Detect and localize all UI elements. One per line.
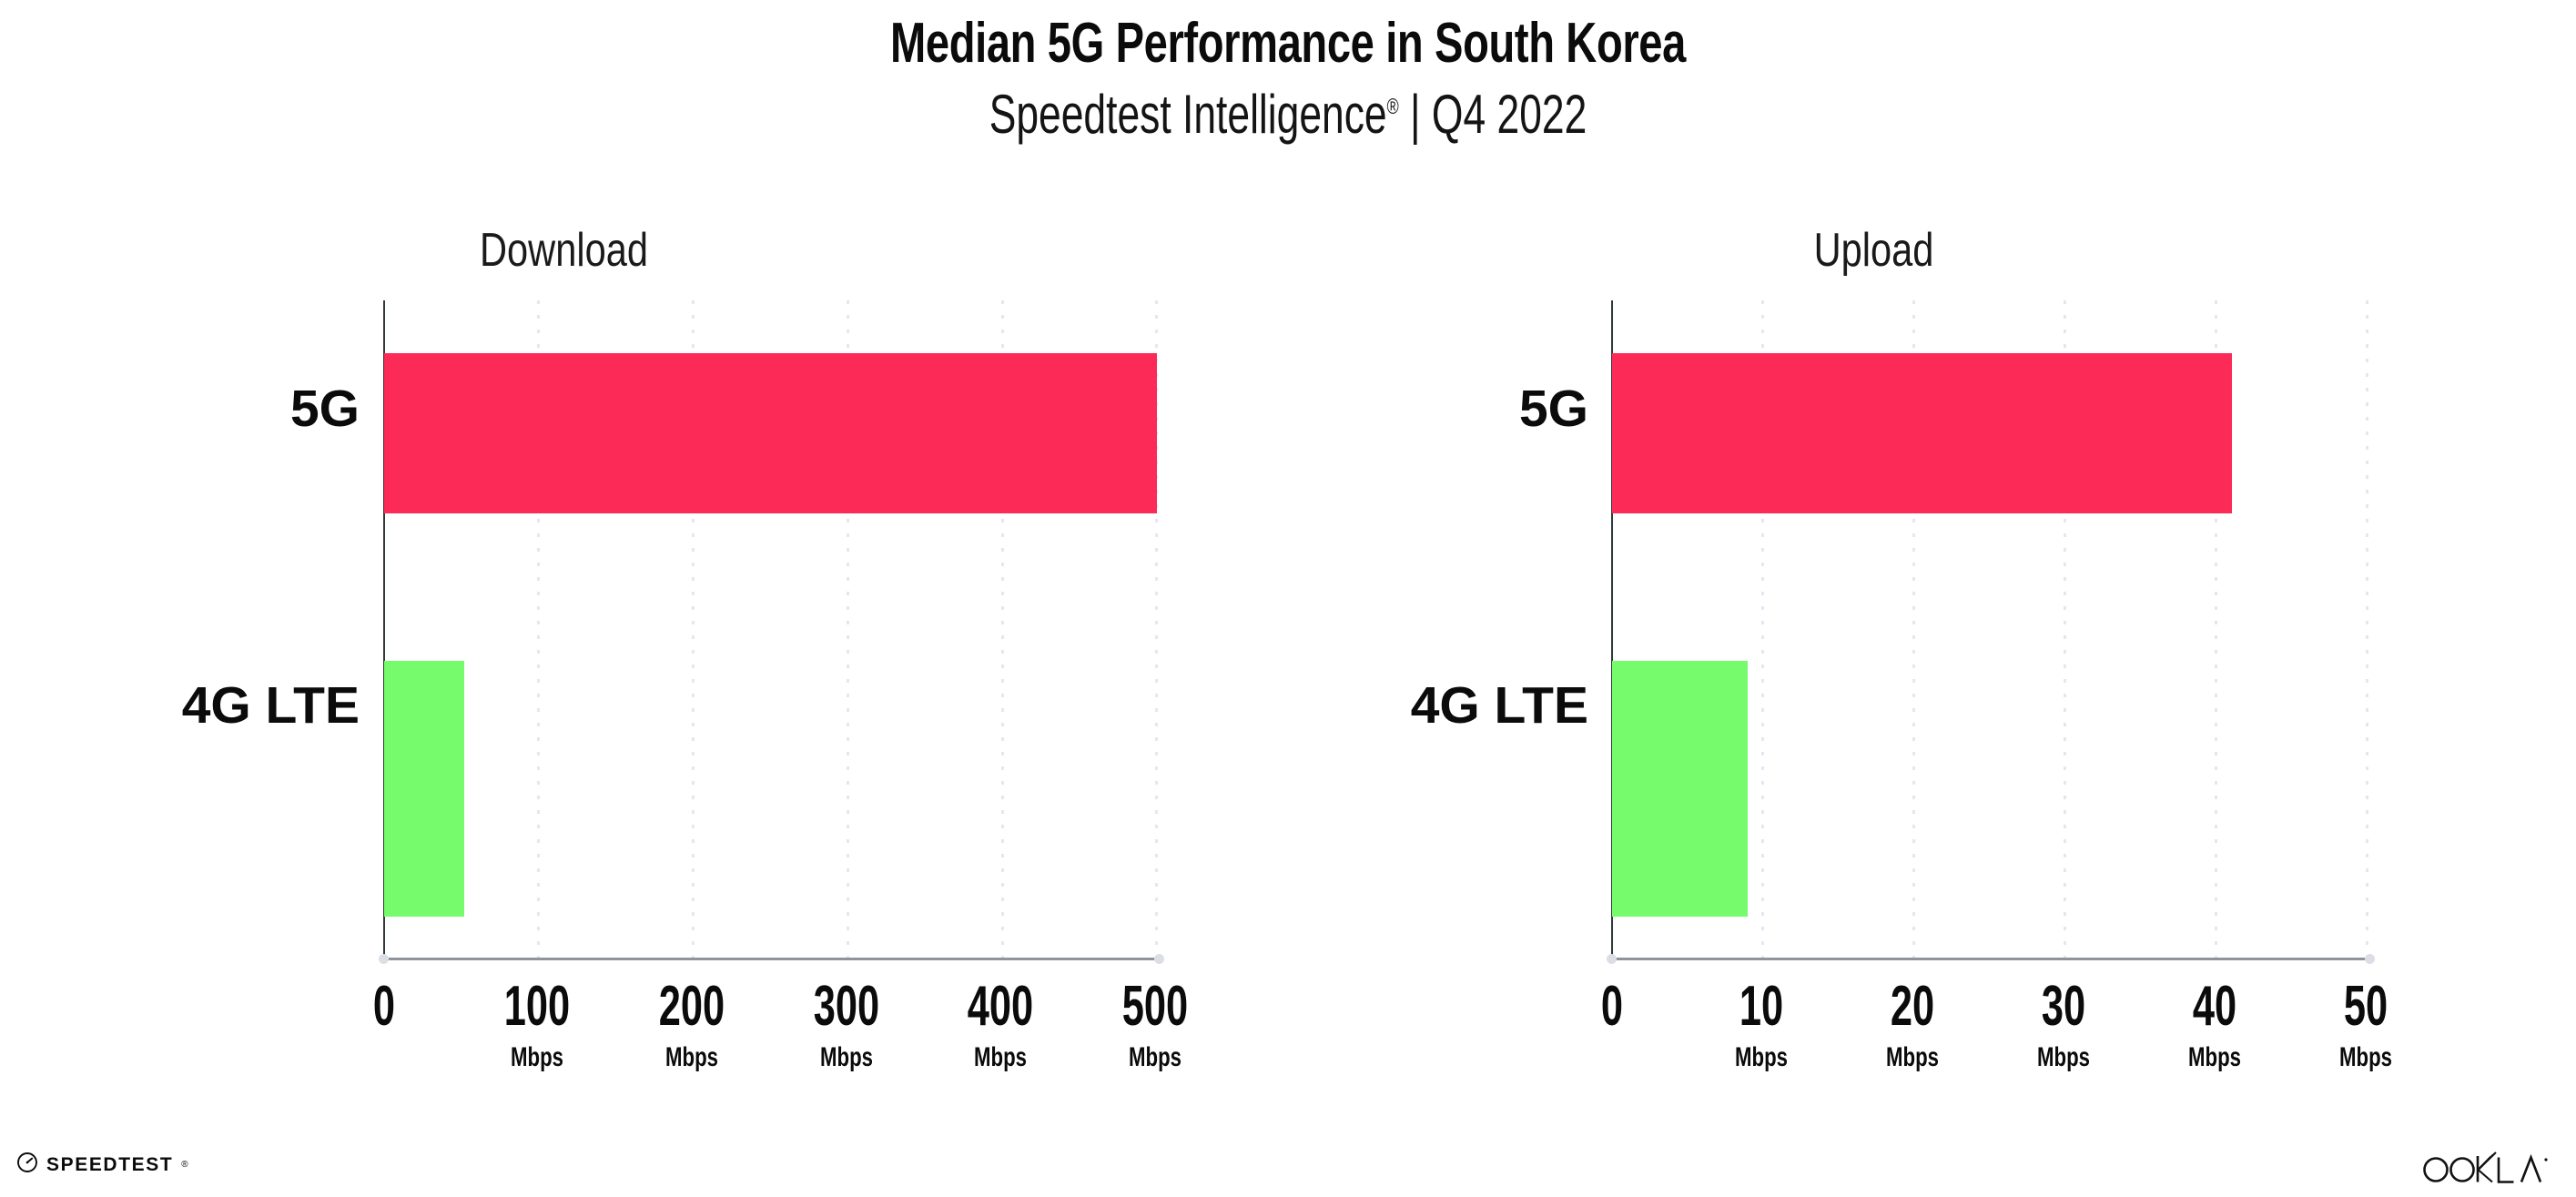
panel-title-upload: Upload <box>1813 224 1934 277</box>
gridline-50 <box>2366 300 2368 959</box>
x-tick-value: 300 <box>813 975 880 1038</box>
bar-download-5g <box>384 353 1157 513</box>
x-tick-upload-50: 50 Mbps <box>2293 976 2439 1076</box>
axis-cap-left-icon <box>1607 954 1617 964</box>
x-tick-value: 400 <box>967 975 1034 1038</box>
y-axis-line <box>1611 300 1613 959</box>
category-label-download-4g-lte: 4G LTE <box>181 676 360 735</box>
x-tick-value: 10 <box>1739 975 1784 1038</box>
x-tick-upload-40: 40 Mbps <box>2142 976 2287 1076</box>
subtitle-separator: | <box>1410 84 1421 145</box>
x-tick-unit: Mbps <box>1129 1042 1182 1072</box>
gridline-400 <box>1001 300 1004 959</box>
x-tick-value: 30 <box>2041 975 2086 1038</box>
page-title: Median 5G Performance in South Korea <box>890 12 1686 75</box>
x-tick-download-500: 500 Mbps <box>1082 976 1228 1076</box>
x-tick-download-100: 100 Mbps <box>464 976 610 1076</box>
subtitle-period: Q4 2022 <box>1431 84 1587 145</box>
plot-area-download <box>379 300 1164 964</box>
chart-panel-download: Download 5G 4G LTE 0 100 Mbps 200 Mbps 3… <box>181 224 1228 1076</box>
registered-trademark-icon: ® <box>181 1160 188 1170</box>
gridline-100 <box>537 300 540 959</box>
x-tick-value: 50 <box>2343 975 2388 1038</box>
category-label-upload-4g-lte: 4G LTE <box>1410 676 1588 735</box>
x-tick-value: 0 <box>372 975 396 1038</box>
x-tick-unit: Mbps <box>2037 1042 2090 1072</box>
bar-upload-4g-lte <box>1612 661 1748 917</box>
gridline-10 <box>1761 300 1764 959</box>
axis-cap-right-icon <box>2365 954 2375 964</box>
speedtest-logo-text: SPEEDTEST <box>46 1153 174 1175</box>
ookla-logo <box>2419 1145 2556 1197</box>
x-tick-unit: Mbps <box>1735 1042 1788 1072</box>
chart-panel-upload: Upload 5G 4G LTE 0 10 Mbps 20 Mbps 30 Mb… <box>1288 0 2576 1197</box>
axis-cap-right-icon <box>1154 954 1164 964</box>
x-tick-value: 40 <box>2192 975 2237 1038</box>
x-tick-value: 20 <box>1890 975 1935 1038</box>
subtitle-brand: Speedtest Intelligence <box>989 84 1387 145</box>
gridline-40 <box>2215 300 2217 959</box>
panel-title-download: Download <box>479 224 648 277</box>
ookla-wordmark-icon <box>2423 1151 2548 1183</box>
x-axis-line <box>383 958 1159 960</box>
x-tick-download-0: 0 <box>311 976 457 1040</box>
speedtest-logo: SPEEDTEST ® <box>16 1151 188 1178</box>
x-tick-unit: Mbps <box>1886 1042 1939 1072</box>
x-tick-upload-30: 30 Mbps <box>1991 976 2136 1076</box>
axis-cap-left-icon <box>379 954 389 964</box>
x-tick-unit: Mbps <box>511 1042 563 1072</box>
x-tick-download-300: 300 Mbps <box>774 976 919 1076</box>
chart-subtitle: Speedtest Intelligence® | Q4 2022 <box>335 83 2241 146</box>
x-tick-unit: Mbps <box>2188 1042 2241 1072</box>
x-tick-value: 100 <box>503 975 571 1038</box>
x-tick-upload-10: 10 Mbps <box>1689 976 1834 1076</box>
x-tick-unit: Mbps <box>665 1042 718 1072</box>
bar-upload-5g <box>1612 353 2232 513</box>
gridline-20 <box>1912 300 1915 959</box>
x-tick-upload-0: 0 <box>1539 976 1685 1040</box>
gridline-30 <box>2064 300 2066 959</box>
speedometer-icon <box>16 1151 38 1178</box>
x-tick-value: 500 <box>1121 975 1189 1038</box>
x-tick-download-200: 200 Mbps <box>619 976 765 1076</box>
y-axis-line <box>383 300 385 959</box>
gridline-500 <box>1155 300 1158 959</box>
x-tick-unit: Mbps <box>974 1042 1027 1072</box>
x-tick-unit: Mbps <box>820 1042 873 1072</box>
chart-header: Median 5G Performance in South Korea Spe… <box>0 0 2576 146</box>
plot-area-upload <box>1607 300 2375 964</box>
x-tick-unit: Mbps <box>2339 1042 2392 1072</box>
category-label-download-5g: 5G <box>289 380 360 438</box>
x-axis-line <box>1611 958 2369 960</box>
category-label-upload-5g: 5G <box>1518 380 1588 438</box>
x-tick-download-400: 400 Mbps <box>928 976 1073 1076</box>
x-tick-value: 200 <box>658 975 725 1038</box>
gridline-300 <box>847 300 849 959</box>
registered-trademark-icon: ® <box>1386 95 1399 119</box>
x-tick-value: 0 <box>1600 975 1624 1038</box>
bar-download-4g-lte <box>384 661 464 917</box>
gridline-200 <box>692 300 695 959</box>
registered-mark-dot <box>2544 1158 2548 1161</box>
x-tick-upload-20: 20 Mbps <box>1840 976 1985 1076</box>
